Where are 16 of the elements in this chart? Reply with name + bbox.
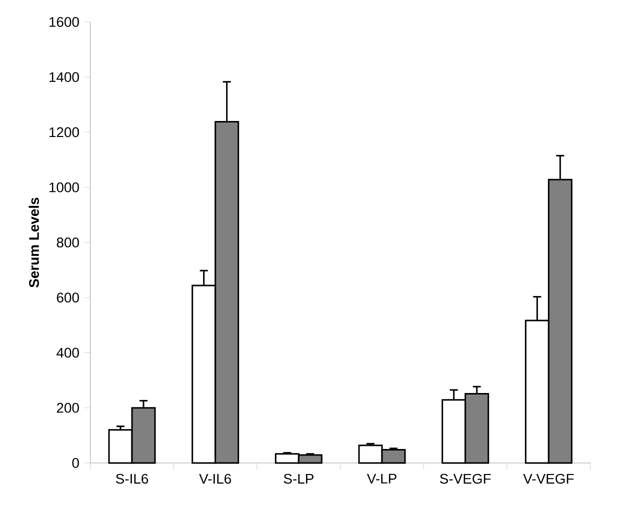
- x-tick-label: V-VEGF: [523, 474, 574, 484]
- x-tick-label: S-LP: [284, 474, 314, 484]
- x-tick-label: V-LP: [366, 474, 396, 484]
- y-tick-label: 400: [56, 348, 79, 358]
- y-tick-label: 800: [56, 238, 79, 248]
- y-tick-label: 600: [56, 292, 79, 303]
- y-tick-label: 200: [56, 402, 79, 413]
- x-tick-label: S-IL6: [116, 474, 148, 484]
- x-tick-label: S-VEGF: [440, 474, 491, 484]
- x-tick-label: V-IL6: [199, 474, 232, 484]
- y-tick-label: 1200: [50, 127, 79, 138]
- y-tick-label: 1400: [50, 72, 79, 82]
- y-tick-label: 1600: [50, 17, 79, 27]
- y-tick-label: 1000: [50, 182, 79, 192]
- y-tick-label: 0: [72, 458, 79, 468]
- y-axis-title: Serum Levels: [28, 198, 39, 288]
